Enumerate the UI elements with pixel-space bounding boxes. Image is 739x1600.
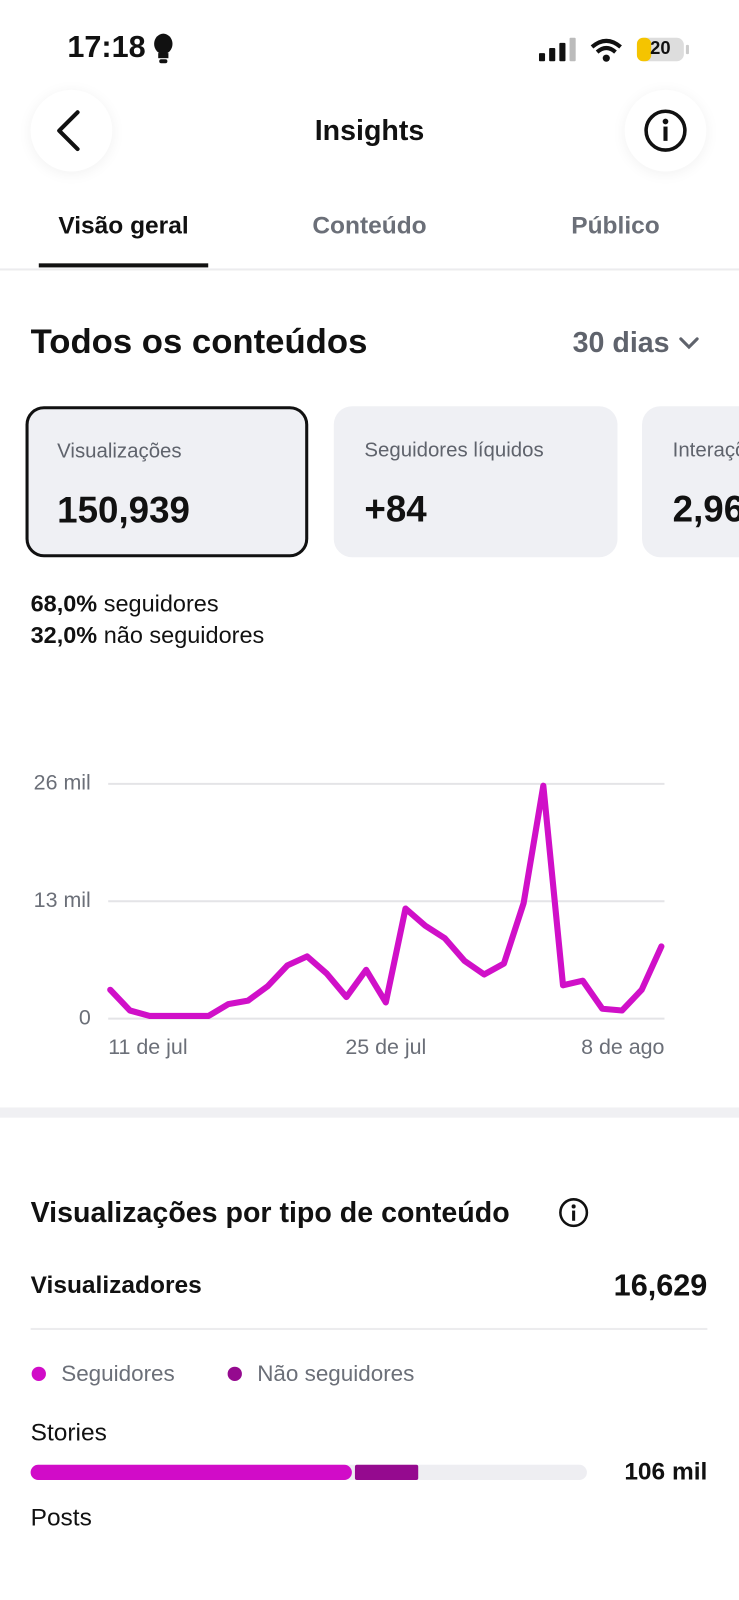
- category-label: Stories: [31, 1420, 107, 1447]
- data-line: [107, 782, 665, 1019]
- status-icons: [538, 37, 689, 62]
- bar-total: 106 mil: [624, 1458, 707, 1485]
- metric-card[interactable]: Interações 2,96: [642, 406, 739, 558]
- x-tick-label: 8 de ago: [581, 1035, 664, 1059]
- metric-value: 150,939: [57, 488, 190, 531]
- legend-swatch: [227, 1366, 242, 1382]
- viewers-label: Visualizadores: [30, 1271, 202, 1300]
- section-title: Visualizações por tipo de conteúdo: [30, 1196, 510, 1228]
- breakdown-line: 32,0% não seguidores: [31, 622, 265, 650]
- x-tick-label: 25 de jul: [345, 1035, 426, 1059]
- chevron: [679, 337, 699, 350]
- info-button[interactable]: [624, 89, 707, 172]
- breakdown-line: 68,0% seguidores: [31, 590, 219, 618]
- period-selector[interactable]: 30 dias: [572, 326, 670, 359]
- metric-card[interactable]: Seguidores líquidos +84: [333, 406, 618, 558]
- metric-value: 2,96: [672, 487, 739, 530]
- battery-level: 20: [650, 37, 671, 59]
- section-title: Todos os conteúdos: [30, 322, 368, 362]
- section-separator: [0, 1107, 739, 1118]
- category-label: Posts: [31, 1504, 92, 1531]
- status-time: 17:18: [67, 30, 146, 65]
- y-tick-label: 26 mil: [34, 771, 91, 795]
- metric-value: +84: [364, 487, 427, 530]
- tab[interactable]: Conteúdo: [312, 212, 427, 240]
- x-tick-label: 11 de jul: [108, 1035, 187, 1059]
- breakdown-percent: 32,0%: [30, 621, 98, 649]
- y-tick-label: 0: [79, 1005, 91, 1029]
- y-tick-label: 13 mil: [34, 888, 91, 912]
- viewers-value: 16,629: [613, 1268, 708, 1303]
- divider: [0, 268, 739, 271]
- bar-segment: [30, 1464, 352, 1481]
- bar-chart: Seguidores Não seguidores Stories 106 mil Po…: [30, 1361, 708, 1531]
- header-title: Insights: [314, 114, 425, 146]
- line-chart: 0 13 mil 26 mil 11 de jul 25 de jul 8 de ago: [34, 771, 665, 1059]
- tab-indicator: [38, 263, 209, 268]
- breakdown-percent: 68,0%: [30, 589, 98, 617]
- breakdown-label: seguidores: [103, 589, 219, 617]
- metric-label: Seguidores líquidos: [364, 438, 544, 462]
- tab[interactable]: Público: [571, 212, 660, 240]
- info-icon[interactable]: [557, 1196, 590, 1229]
- status-icon: [154, 33, 173, 64]
- tab[interactable]: Visão geral: [58, 212, 189, 240]
- back-button[interactable]: [30, 89, 113, 172]
- legend-swatch: [31, 1366, 46, 1382]
- legend-label: Não seguidores: [257, 1361, 414, 1386]
- bar-segment: [354, 1464, 419, 1481]
- breakdown-label: não seguidores: [103, 621, 265, 649]
- divider: [30, 1327, 708, 1330]
- legend-label: Seguidores: [61, 1361, 175, 1386]
- metric-label: Interações: [672, 438, 739, 462]
- metric-card[interactable]: Visualizações 150,939: [25, 406, 309, 558]
- metric-label: Visualizações: [57, 439, 182, 463]
